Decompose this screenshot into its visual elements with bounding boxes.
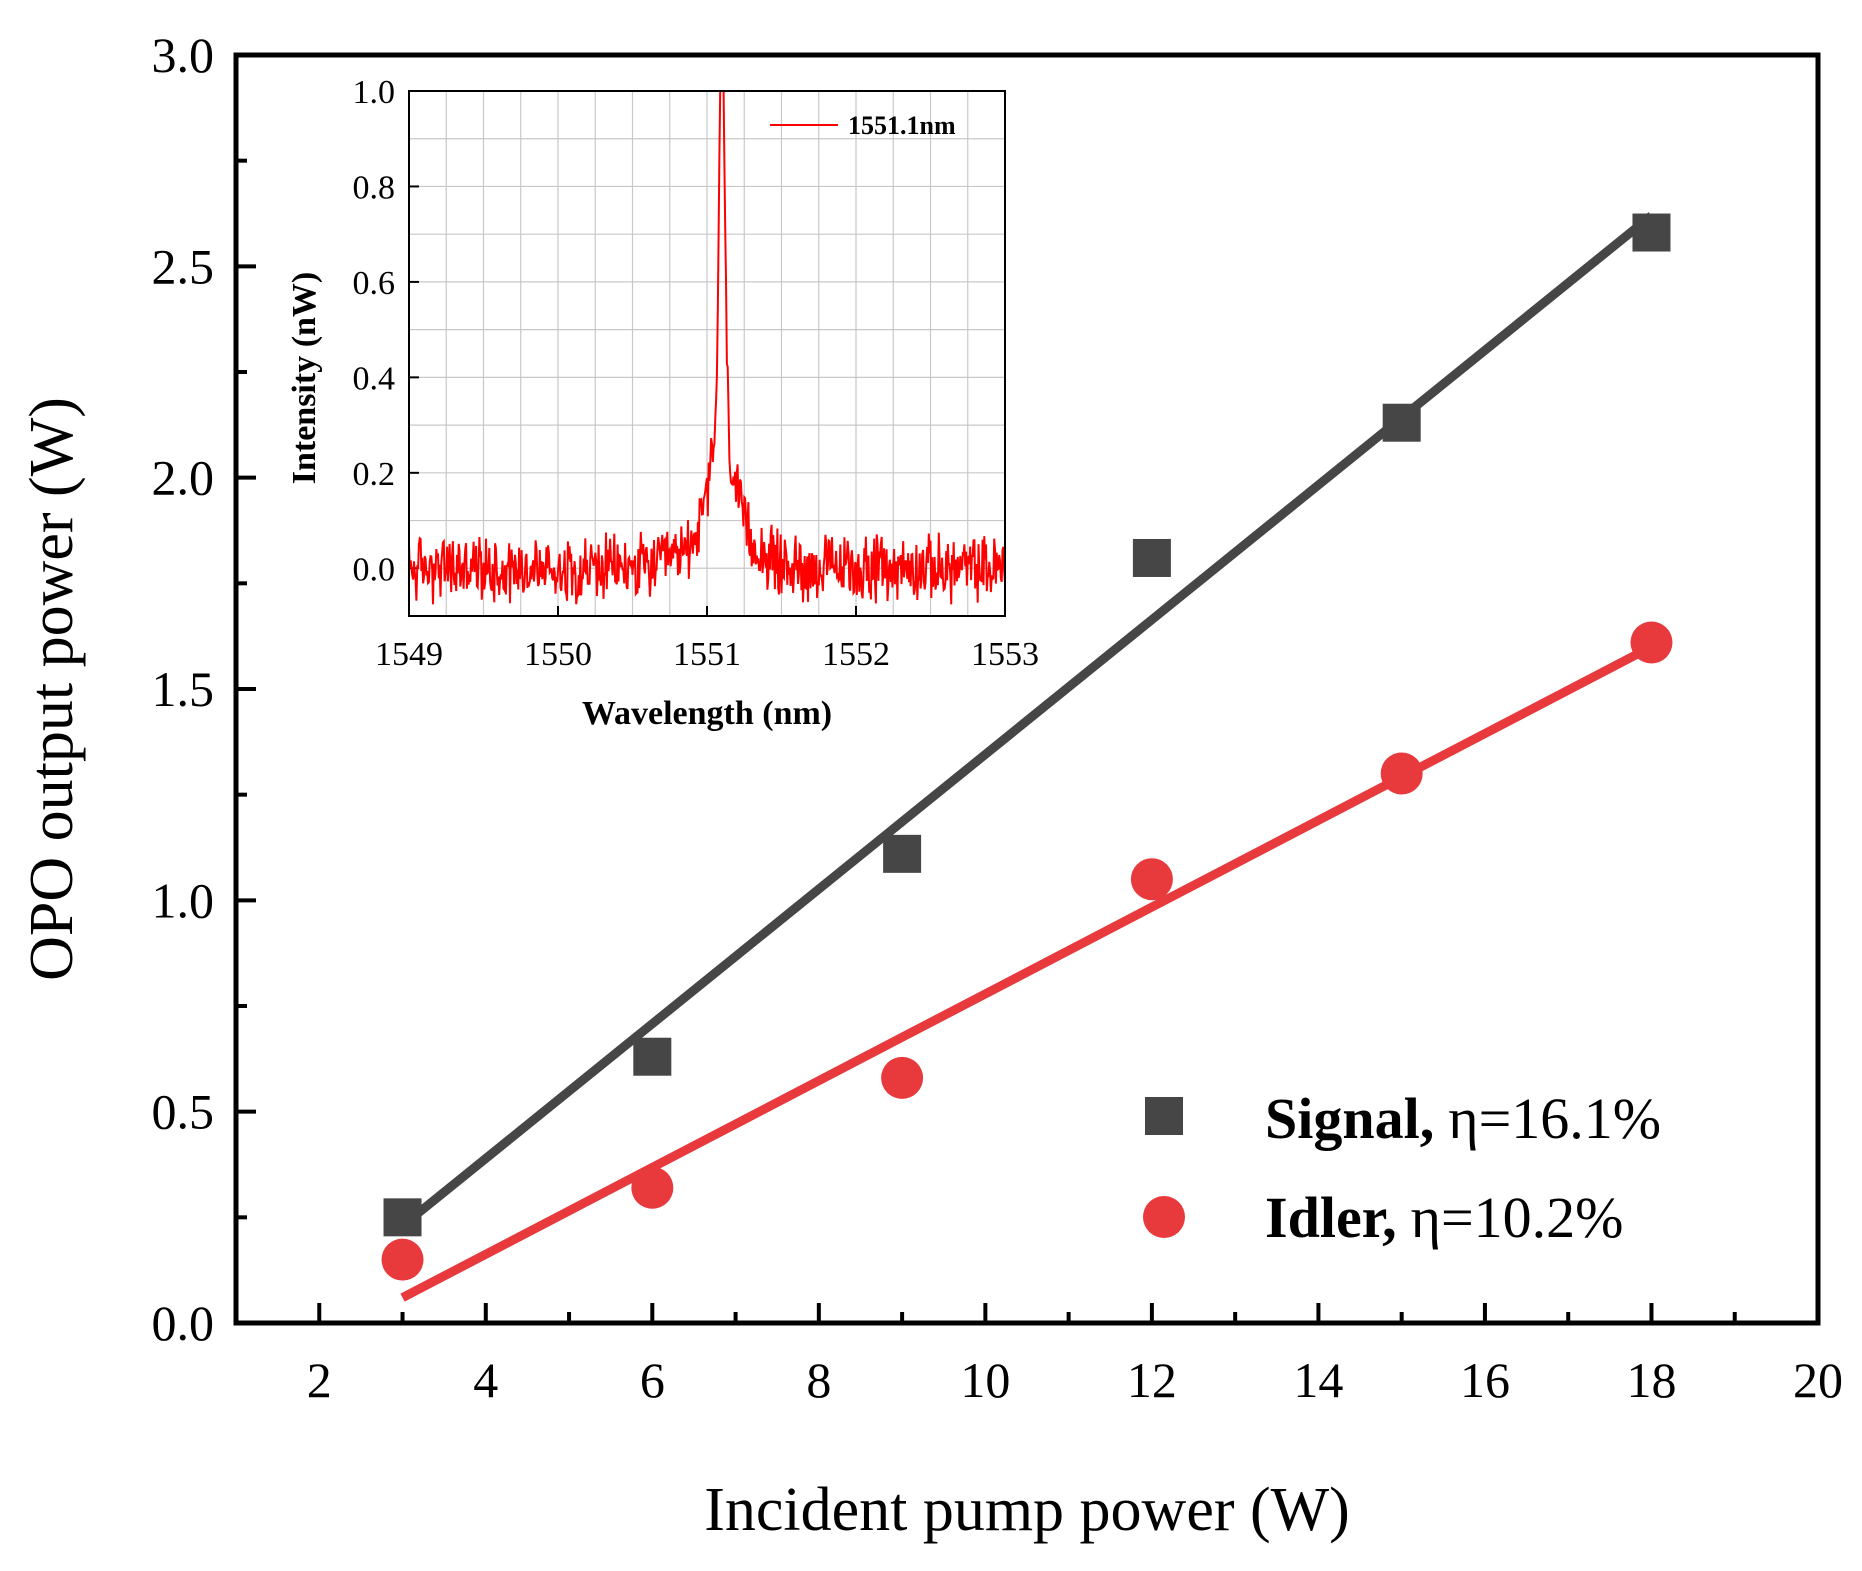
- main-plot-frame: [233, 52, 1821, 1326]
- inset-y-tick-label: 0.0: [353, 551, 396, 588]
- idler-data-point: [381, 1238, 424, 1281]
- main-y-tick-label: 2.5: [152, 238, 215, 294]
- idler-data-point: [1380, 752, 1423, 795]
- main-y-tick-label: 2.0: [152, 450, 215, 506]
- main-x-tick-labels: 2 4 6 8 10 12 14 16 18 20: [307, 1352, 1843, 1408]
- inset-x-tick-label: 1553: [971, 636, 1039, 673]
- inset-y-tick-label: 0.2: [353, 456, 396, 493]
- main-fit-lines: [399, 212, 1655, 1302]
- main-legend: Signal, η=16.1% Idler, η=10.2%: [1143, 1086, 1661, 1250]
- legend-idler-name: Idler,: [1265, 1185, 1397, 1250]
- main-y-tick-label: 0.5: [152, 1084, 215, 1140]
- inset-x-tick-labels: 1549 1550 1551 1552 1553: [375, 636, 1039, 673]
- inset-y-tick-label: 0.8: [353, 169, 396, 206]
- inset-y-tick-label: 1.0: [353, 74, 396, 111]
- inset-y-tick-labels: 0.0 0.2 0.4 0.6 0.8 1.0: [353, 74, 396, 588]
- signal-data-point: [633, 1037, 672, 1076]
- idler-data-point: [881, 1056, 924, 1099]
- legend-signal-eta: η=16.1%: [1448, 1086, 1661, 1151]
- signal-data-point: [883, 834, 922, 873]
- inset-x-tick-label: 1549: [375, 636, 443, 673]
- main-plot: 2 4 6 8 10 12 14 16 18 20 0.0 0.5 1.0 1.5 2.0 2.5 3.0 I…: [18, 27, 1843, 1544]
- idler-data-point: [631, 1166, 674, 1209]
- main-y-tick-label: 0.0: [152, 1295, 215, 1351]
- signal-data-point: [1382, 403, 1421, 442]
- main-x-tick-label: 10: [960, 1352, 1010, 1408]
- legend-idler-label: Idler, η=10.2%: [1265, 1185, 1623, 1250]
- main-x-tick-label: 14: [1293, 1352, 1343, 1408]
- signal-data-point: [1132, 538, 1171, 577]
- inset-x-axis-title: Wavelength (nm): [582, 695, 832, 732]
- idler-data-point: [1130, 858, 1173, 901]
- main-x-tick-label: 18: [1626, 1352, 1676, 1408]
- inset-y-tick-label: 0.6: [353, 265, 396, 302]
- inset-x-tick-label: 1551: [673, 636, 741, 673]
- main-x-tick-label: 4: [473, 1352, 498, 1408]
- inset-y-axis-title: Intensity (nW): [286, 272, 323, 485]
- inset-legend: 1551.1nm: [770, 111, 956, 140]
- signal-data-point: [383, 1198, 422, 1237]
- legend-idler-marker: [1143, 1196, 1185, 1238]
- legend-signal-marker: [1145, 1097, 1183, 1135]
- main-x-tick-label: 2: [307, 1352, 332, 1408]
- main-x-axis-title: Incident pump power (W): [704, 1476, 1350, 1544]
- inset-x-tick-label: 1552: [822, 636, 890, 673]
- inset-spectrum-line: [408, 90, 1006, 605]
- legend-signal-name: Signal,: [1265, 1086, 1434, 1151]
- main-x-tick-label: 20: [1793, 1352, 1843, 1408]
- main-y-tick-labels: 0.0 0.5 1.0 1.5 2.0 2.5 3.0: [152, 27, 215, 1351]
- main-x-tick-label: 16: [1460, 1352, 1510, 1408]
- inset-y-tick-label: 0.4: [353, 360, 396, 397]
- main-y-tick-label: 3.0: [152, 27, 215, 83]
- inset-legend-label: 1551.1nm: [848, 111, 956, 140]
- legend-idler-eta: η=10.2%: [1411, 1185, 1624, 1250]
- main-y-axis-title: OPO output power (W): [18, 397, 86, 981]
- idler-data-point: [1630, 621, 1673, 664]
- legend-signal-label: Signal, η=16.1%: [1265, 1086, 1661, 1151]
- main-x-tick-label: 12: [1127, 1352, 1177, 1408]
- main-markers: [381, 213, 1673, 1281]
- inset-plot: 1549 1550 1551 1552 1553 0.00.20.40.60.81.0 …: [286, 74, 1039, 732]
- main-x-tick-label: 6: [640, 1352, 665, 1408]
- inset-x-tick-label: 1550: [524, 636, 592, 673]
- main-x-tick-label: 8: [806, 1352, 831, 1408]
- signal-fit-line: [399, 212, 1655, 1230]
- main-y-tick-label: 1.5: [152, 661, 215, 717]
- main-y-tick-label: 1.0: [152, 872, 215, 928]
- idler-fit-line: [400, 642, 1654, 1302]
- signal-data-point: [1632, 213, 1671, 252]
- inset-plot-frame: [408, 90, 1006, 617]
